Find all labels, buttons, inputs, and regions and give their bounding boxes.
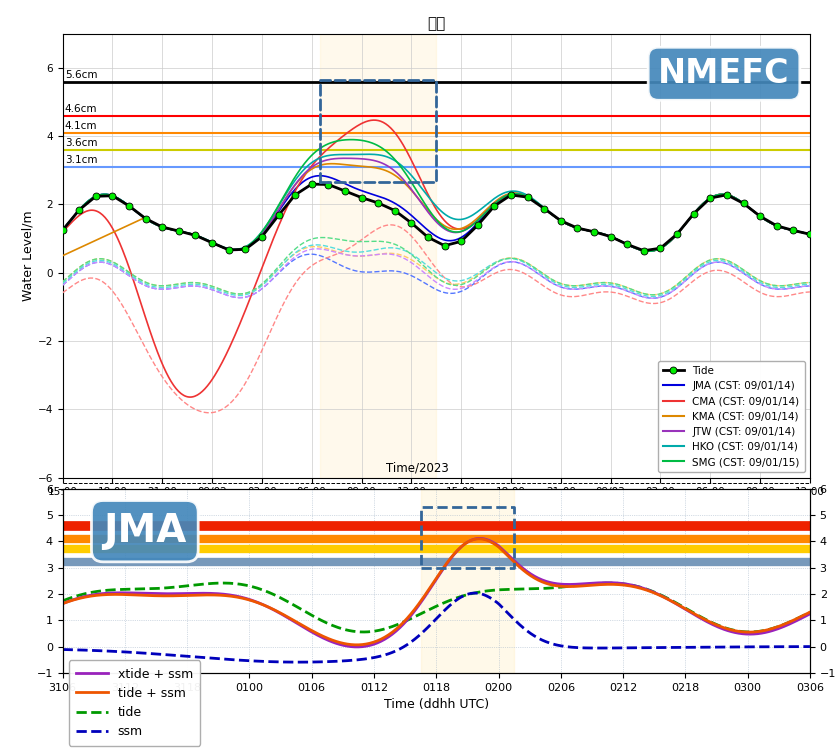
Title: 娘閘: 娘閘: [428, 17, 445, 32]
Text: 3.1cm: 3.1cm: [65, 155, 98, 165]
Legend: Tide, JMA (CST: 09/01/14), CMA (CST: 09/01/14), KMA (CST: 09/01/14), JTW (CST: 0: Tide, JMA (CST: 09/01/14), CMA (CST: 09/…: [658, 361, 805, 472]
X-axis label: Time (ddhh UTC): Time (ddhh UTC): [384, 699, 488, 711]
Legend: xtide + ssm, tide + ssm, tide, ssm: xtide + ssm, tide + ssm, tide, ssm: [68, 660, 200, 746]
Text: 3.6cm: 3.6cm: [65, 138, 98, 148]
Text: 4.1cm: 4.1cm: [65, 121, 98, 131]
Text: JMA: JMA: [104, 512, 186, 550]
Bar: [320, 34, 437, 478]
Y-axis label: Water Level/m: Water Level/m: [22, 211, 35, 301]
Bar: [421, 489, 514, 673]
X-axis label: Time/2023: Time/2023: [403, 503, 469, 516]
Text: Time/2023: Time/2023: [386, 461, 449, 475]
Text: NMEFC: NMEFC: [658, 57, 790, 90]
Text: 5.6cm: 5.6cm: [65, 70, 98, 80]
Text: 4.6cm: 4.6cm: [65, 104, 98, 114]
